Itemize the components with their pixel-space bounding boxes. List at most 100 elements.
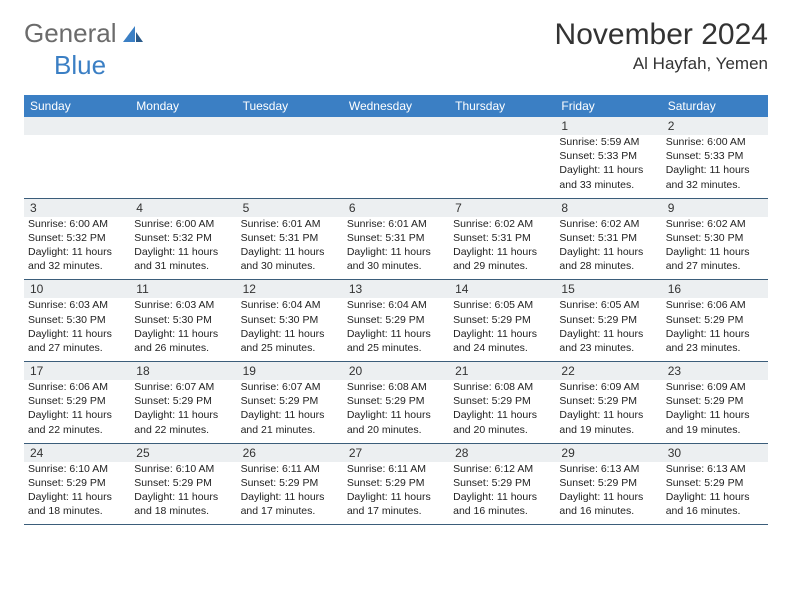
daylight-text-2: and 28 minutes. <box>559 259 657 273</box>
sunset-text: Sunset: 5:29 PM <box>347 313 445 327</box>
sunrise-text: Sunrise: 6:05 AM <box>453 298 551 312</box>
sunset-text: Sunset: 5:29 PM <box>241 476 339 490</box>
sunset-text: Sunset: 5:30 PM <box>28 313 126 327</box>
daylight-text-1: Daylight: 11 hours <box>347 408 445 422</box>
sunset-text: Sunset: 5:29 PM <box>347 394 445 408</box>
daylight-text-1: Daylight: 11 hours <box>453 408 551 422</box>
daylight-text-2: and 16 minutes. <box>666 504 764 518</box>
daylight-text-2: and 19 minutes. <box>559 423 657 437</box>
daylight-text-2: and 24 minutes. <box>453 341 551 355</box>
sunset-text: Sunset: 5:31 PM <box>559 231 657 245</box>
daylight-text-2: and 25 minutes. <box>241 341 339 355</box>
day-number: 8 <box>555 198 661 217</box>
daylight-text-1: Daylight: 11 hours <box>241 245 339 259</box>
day-number: 13 <box>343 280 449 299</box>
day-number <box>343 117 449 135</box>
daylight-text-2: and 23 minutes. <box>559 341 657 355</box>
sunrise-text: Sunrise: 6:10 AM <box>134 462 232 476</box>
sunrise-text: Sunrise: 6:02 AM <box>453 217 551 231</box>
daylight-text-2: and 26 minutes. <box>134 341 232 355</box>
daynum-row: 3456789 <box>24 198 768 217</box>
day-number: 20 <box>343 362 449 381</box>
sunset-text: Sunset: 5:29 PM <box>134 394 232 408</box>
daylight-text-1: Daylight: 11 hours <box>559 327 657 341</box>
week-row: Sunrise: 6:06 AMSunset: 5:29 PMDaylight:… <box>24 380 768 443</box>
sunset-text: Sunset: 5:30 PM <box>134 313 232 327</box>
day-cell: Sunrise: 6:06 AMSunset: 5:29 PMDaylight:… <box>662 298 768 361</box>
daynum-row: 17181920212223 <box>24 362 768 381</box>
day-number: 28 <box>449 443 555 462</box>
sunrise-text: Sunrise: 6:08 AM <box>347 380 445 394</box>
location: Al Hayfah, Yemen <box>555 54 768 74</box>
week-row: Sunrise: 6:00 AMSunset: 5:32 PMDaylight:… <box>24 217 768 280</box>
day-cell: Sunrise: 6:01 AMSunset: 5:31 PMDaylight:… <box>237 217 343 280</box>
daylight-text-2: and 16 minutes. <box>453 504 551 518</box>
daylight-text-1: Daylight: 11 hours <box>666 408 764 422</box>
day-number: 21 <box>449 362 555 381</box>
sunset-text: Sunset: 5:31 PM <box>241 231 339 245</box>
sunrise-text: Sunrise: 6:08 AM <box>453 380 551 394</box>
day-cell: Sunrise: 6:02 AMSunset: 5:30 PMDaylight:… <box>662 217 768 280</box>
day-cell: Sunrise: 6:08 AMSunset: 5:29 PMDaylight:… <box>449 380 555 443</box>
sunset-text: Sunset: 5:29 PM <box>666 476 764 490</box>
day-cell: Sunrise: 6:09 AMSunset: 5:29 PMDaylight:… <box>662 380 768 443</box>
sunrise-text: Sunrise: 6:02 AM <box>559 217 657 231</box>
day-cell: Sunrise: 6:02 AMSunset: 5:31 PMDaylight:… <box>555 217 661 280</box>
daylight-text-1: Daylight: 11 hours <box>347 327 445 341</box>
daynum-row: 24252627282930 <box>24 443 768 462</box>
sunrise-text: Sunrise: 6:03 AM <box>28 298 126 312</box>
sunrise-text: Sunrise: 6:02 AM <box>666 217 764 231</box>
dayhead-sat: Saturday <box>662 95 768 117</box>
sunrise-text: Sunrise: 6:12 AM <box>453 462 551 476</box>
daylight-text-2: and 30 minutes. <box>241 259 339 273</box>
day-cell: Sunrise: 6:04 AMSunset: 5:30 PMDaylight:… <box>237 298 343 361</box>
daylight-text-1: Daylight: 11 hours <box>241 327 339 341</box>
daynum-row: 10111213141516 <box>24 280 768 299</box>
day-number: 25 <box>130 443 236 462</box>
day-number: 14 <box>449 280 555 299</box>
daylight-text-1: Daylight: 11 hours <box>666 163 764 177</box>
day-cell: Sunrise: 5:59 AMSunset: 5:33 PMDaylight:… <box>555 135 661 198</box>
sunset-text: Sunset: 5:33 PM <box>666 149 764 163</box>
sunrise-text: Sunrise: 5:59 AM <box>559 135 657 149</box>
dayhead-fri: Friday <box>555 95 661 117</box>
daylight-text-1: Daylight: 11 hours <box>347 245 445 259</box>
day-cell: Sunrise: 6:01 AMSunset: 5:31 PMDaylight:… <box>343 217 449 280</box>
day-number: 19 <box>237 362 343 381</box>
dayhead-tue: Tuesday <box>237 95 343 117</box>
sunset-text: Sunset: 5:29 PM <box>666 394 764 408</box>
brand-logo: General <box>24 18 147 49</box>
sunset-text: Sunset: 5:32 PM <box>134 231 232 245</box>
daylight-text-1: Daylight: 11 hours <box>134 408 232 422</box>
day-cell: Sunrise: 6:00 AMSunset: 5:32 PMDaylight:… <box>130 217 236 280</box>
day-number <box>130 117 236 135</box>
day-cell: Sunrise: 6:00 AMSunset: 5:33 PMDaylight:… <box>662 135 768 198</box>
day-cell: Sunrise: 6:02 AMSunset: 5:31 PMDaylight:… <box>449 217 555 280</box>
daylight-text-1: Daylight: 11 hours <box>134 245 232 259</box>
sunset-text: Sunset: 5:29 PM <box>347 476 445 490</box>
day-cell: Sunrise: 6:08 AMSunset: 5:29 PMDaylight:… <box>343 380 449 443</box>
week-row: Sunrise: 5:59 AM Sunset: 5:33 PMDaylight:… <box>24 135 768 198</box>
daylight-text-2: and 18 minutes. <box>28 504 126 518</box>
brand-part2: Blue <box>54 50 106 81</box>
day-cell: Sunrise: 6:12 AMSunset: 5:29 PMDaylight:… <box>449 462 555 525</box>
day-cell <box>237 135 343 198</box>
day-cell: Sunrise: 6:11 AMSunset: 5:29 PMDaylight:… <box>237 462 343 525</box>
sunrise-text: Sunrise: 6:03 AM <box>134 298 232 312</box>
sunset-text: Sunset: 5:29 PM <box>559 394 657 408</box>
sunrise-text: Sunrise: 6:00 AM <box>666 135 764 149</box>
day-cell: Sunrise: 6:09 AMSunset: 5:29 PMDaylight:… <box>555 380 661 443</box>
day-number: 24 <box>24 443 130 462</box>
week-row: Sunrise: 6:03 AMSunset: 5:30 PMDaylight:… <box>24 298 768 361</box>
daylight-text-2: and 22 minutes. <box>134 423 232 437</box>
day-number <box>237 117 343 135</box>
daylight-text-1: Daylight: 11 hours <box>28 490 126 504</box>
daynum-row: 12 <box>24 117 768 135</box>
sunset-text: Sunset: 5:30 PM <box>666 231 764 245</box>
day-number: 22 <box>555 362 661 381</box>
daylight-text-1: Daylight: 11 hours <box>134 327 232 341</box>
daylight-text-2: and 31 minutes. <box>134 259 232 273</box>
day-number: 9 <box>662 198 768 217</box>
calendar-page: General November 2024 Al Hayfah, Yemen B… <box>0 0 792 537</box>
day-cell <box>343 135 449 198</box>
